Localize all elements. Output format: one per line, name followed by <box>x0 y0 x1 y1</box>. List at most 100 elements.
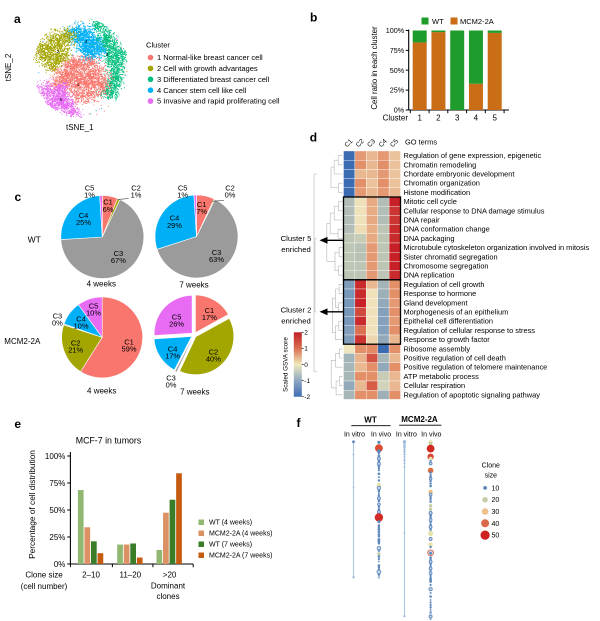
svg-text:Cell ratio in each cluster: Cell ratio in each cluster <box>370 26 379 110</box>
svg-text:67%: 67% <box>111 256 126 265</box>
svg-text:Chromosome segregation: Chromosome segregation <box>404 262 489 271</box>
svg-text:21%: 21% <box>68 346 83 355</box>
svg-text:size: size <box>485 473 498 480</box>
svg-text:clones: clones <box>156 592 179 601</box>
svg-text:C1: C1 <box>343 138 354 149</box>
svg-text:4 weeks: 4 weeks <box>87 386 116 395</box>
svg-text:In vitro: In vitro <box>344 432 365 439</box>
svg-text:C5: C5 <box>178 184 188 193</box>
svg-text:6%: 6% <box>103 205 114 214</box>
svg-text:WT: WT <box>432 17 444 26</box>
svg-text:(cell number): (cell number) <box>21 582 68 591</box>
svg-text:Regulation of cellular respons: Regulation of cellular response to stres… <box>404 326 536 335</box>
svg-text:4: 4 <box>85 39 88 44</box>
svg-text:3 Differentiated breast cancer: 3 Differentiated breast cancer cell <box>157 75 270 84</box>
svg-text:4 weeks: 4 weeks <box>87 279 116 288</box>
svg-text:Histone modification: Histone modification <box>404 188 471 197</box>
svg-text:75%: 75% <box>49 479 65 488</box>
svg-text:7%: 7% <box>196 207 207 216</box>
svg-text:75%: 75% <box>390 46 405 55</box>
svg-text:59%: 59% <box>121 345 136 354</box>
svg-text:WT (4 weeks): WT (4 weeks) <box>209 520 252 527</box>
svg-text:In vitro: In vitro <box>396 432 417 439</box>
svg-text:5: 5 <box>492 114 497 123</box>
svg-text:3: 3 <box>455 114 460 123</box>
svg-text:MCM2-2A: MCM2-2A <box>460 17 494 26</box>
svg-text:DNA conformation change: DNA conformation change <box>404 225 490 234</box>
svg-text:2: 2 <box>304 330 308 337</box>
svg-text:tSNE_1: tSNE_1 <box>66 123 94 132</box>
svg-text:C5: C5 <box>389 138 400 149</box>
svg-text:Cluster: Cluster <box>383 114 409 123</box>
svg-text:Sister chromatid segregation: Sister chromatid segregation <box>404 252 498 261</box>
svg-text:1%: 1% <box>177 191 188 200</box>
svg-text:Clone: Clone <box>482 463 500 470</box>
svg-text:0%: 0% <box>54 560 66 569</box>
svg-text:Response to growth factor: Response to growth factor <box>404 335 491 344</box>
svg-text:C4: C4 <box>378 138 389 149</box>
svg-text:enriched: enriched <box>281 245 311 254</box>
svg-text:MCM2-2A (7 weeks): MCM2-2A (7 weeks) <box>209 553 272 560</box>
svg-text:C1: C1 <box>124 338 134 347</box>
svg-text:0%: 0% <box>52 319 63 328</box>
svg-text:enriched: enriched <box>281 317 311 326</box>
svg-text:Percentage of cell distributio: Percentage of cell distribution <box>27 450 37 559</box>
svg-text:C2: C2 <box>131 183 141 192</box>
svg-text:C4: C4 <box>76 314 86 323</box>
svg-text:25%: 25% <box>390 86 405 95</box>
svg-text:In vivo: In vivo <box>371 432 391 439</box>
svg-text:17%: 17% <box>202 313 217 322</box>
svg-text:40: 40 <box>492 521 500 528</box>
svg-text:Chromatin remodeling: Chromatin remodeling <box>404 160 477 169</box>
svg-text:C2: C2 <box>71 339 81 348</box>
svg-text:2 Cell with growth advantages: 2 Cell with growth advantages <box>157 64 258 73</box>
svg-text:Clone size: Clone size <box>25 571 63 580</box>
svg-text:Positive regulation of cell de: Positive regulation of cell death <box>404 354 506 363</box>
svg-text:2–10: 2–10 <box>82 571 100 580</box>
svg-text:1%: 1% <box>84 190 95 199</box>
svg-text:11–20: 11–20 <box>119 571 141 580</box>
svg-text:In vivo: In vivo <box>421 432 441 439</box>
svg-text:C4: C4 <box>168 344 178 353</box>
svg-text:0%: 0% <box>394 106 405 115</box>
svg-text:Cellular response to DNA damag: Cellular response to DNA damage stimulus <box>404 206 545 215</box>
svg-text:C4: C4 <box>170 214 180 223</box>
svg-text:WT: WT <box>28 234 41 244</box>
svg-text:1: 1 <box>77 82 80 87</box>
svg-text:d: d <box>310 130 317 144</box>
svg-text:Positive regulation of telomer: Positive regulation of telomere maintena… <box>404 363 548 372</box>
svg-text:Morphogenesis of an epithelium: Morphogenesis of an epithelium <box>404 308 509 317</box>
svg-text:C2: C2 <box>209 347 219 356</box>
svg-text:2: 2 <box>57 49 60 54</box>
svg-text:WT: WT <box>364 416 377 425</box>
svg-text:50%: 50% <box>49 506 65 515</box>
svg-text:C3: C3 <box>53 312 63 321</box>
svg-text:Scaled GSVA score: Scaled GSVA score <box>283 337 290 392</box>
svg-text:c: c <box>15 190 22 204</box>
svg-text:Response to hormone: Response to hormone <box>404 289 477 298</box>
svg-text:MCM2-2A: MCM2-2A <box>401 415 438 424</box>
svg-text:Microtubule cytoskeleton organ: Microtubule cytoskeleton organization in… <box>404 243 590 252</box>
svg-text:e: e <box>14 417 21 431</box>
svg-text:f: f <box>297 416 302 430</box>
svg-text:Chordate embryonic development: Chordate embryonic development <box>404 170 515 179</box>
svg-text:Dominant: Dominant <box>151 582 186 591</box>
svg-text:C4: C4 <box>79 211 89 220</box>
svg-text:-2: -2 <box>304 394 310 401</box>
svg-text:26%: 26% <box>169 320 184 329</box>
svg-text:-1: -1 <box>304 378 310 385</box>
svg-text:5 Invasive and rapid prolifera: 5 Invasive and rapid proliferating cell <box>157 97 280 106</box>
svg-text:20: 20 <box>492 497 500 504</box>
svg-text:Regulation of apoptotic signal: Regulation of apoptotic signaling pathwa… <box>404 390 541 399</box>
svg-text:C5: C5 <box>172 313 182 322</box>
svg-text:C3: C3 <box>166 373 176 382</box>
svg-text:C5: C5 <box>89 302 99 311</box>
svg-text:a: a <box>14 12 21 26</box>
svg-text:MCM2-2A: MCM2-2A <box>4 337 41 346</box>
svg-text:Gland development: Gland development <box>404 298 468 307</box>
svg-text:C3: C3 <box>366 138 377 149</box>
svg-text:30: 30 <box>492 509 500 516</box>
svg-text:0%: 0% <box>225 191 236 200</box>
svg-text:C2: C2 <box>355 138 366 149</box>
svg-text:7 weeks: 7 weeks <box>179 280 208 289</box>
